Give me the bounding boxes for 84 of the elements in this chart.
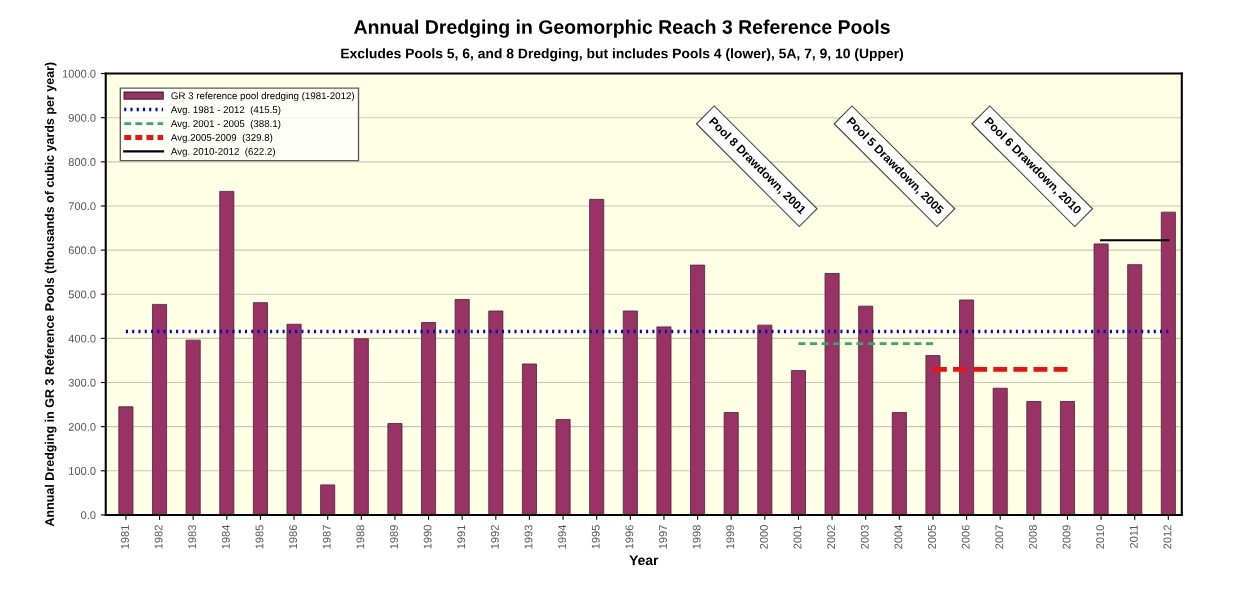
x-tick-label: 1990 [423,525,432,549]
x-tick-label: 2000 [759,525,768,549]
bar [858,305,874,515]
x-tick-label: 1988 [356,525,365,549]
x-tick-label: 1985 [255,525,264,549]
bar [622,310,638,515]
y-axis-title: Annual Dredging in GR 3 Reference Pools (thousands of cubic yards per year) [44,62,57,527]
bar [992,387,1008,515]
bar [252,302,268,515]
bar [1093,243,1109,515]
bar [521,363,537,515]
bar [757,324,773,515]
x-tick-label: 1989 [390,525,398,549]
y-tick-label: 0.0 [81,511,96,520]
y-tick-label: 700.0 [68,202,96,211]
legend-label: Avg.2005-2009 (329.8) [170,133,273,143]
bar [1127,264,1143,515]
bar [723,412,739,515]
legend-label: Avg. 2001 - 2005 (388.1) [170,119,281,129]
x-tick-label: 2008 [1028,525,1037,549]
bar [454,299,470,515]
x-tick-label: 2009 [1062,525,1071,549]
x-tick-label: 1996 [625,525,634,549]
x-tick-label: 2003 [860,525,869,549]
x-tick-label: 2011 [1129,525,1138,548]
x-tick-label: 1991 [457,525,466,549]
bar [959,299,975,515]
bar [824,273,840,515]
bar [185,339,201,515]
x-axis-title: Year [629,555,659,566]
x-tick-label: 2007 [995,525,1004,549]
y-tick-label: 1000.0 [62,69,96,78]
y-tick-label: 800.0 [68,158,96,166]
y-tick-label: 300.0 [68,378,96,387]
x-tick-label: 1995 [591,525,600,549]
x-tick-label: 1981 [121,525,129,549]
bar [1059,401,1075,515]
x-tick-label: 2005 [928,525,936,549]
x-tick-label: 1998 [692,525,701,549]
bar [286,323,302,515]
x-tick-label: 2004 [894,524,903,549]
x-tick-label: 1994 [558,524,567,549]
y-tick-label: 100.0 [69,467,96,475]
bar [1026,401,1042,515]
y-tick-label: 400.0 [68,334,96,343]
bar [152,303,168,515]
x-tick-label: 1984 [221,524,230,549]
x-tick-label: 1983 [188,525,197,549]
x-tick-label: 1986 [289,525,298,549]
legend-label: GR 3 reference pool dredging (1981-2012) [171,92,355,102]
bar [320,484,336,515]
bar [488,310,504,515]
x-tick-label: 1999 [726,525,735,549]
x-tick-label: 2001 [793,525,802,549]
bar [790,370,806,515]
chart-title: Annual Dredging in Geomorphic Reach 3 Reference Pools [354,19,890,38]
x-tick-label: 1982 [154,525,163,549]
y-tick-label: 200.0 [68,422,96,431]
y-tick-label: 600.0 [68,246,96,255]
bar [353,338,369,515]
bar [219,190,235,515]
bar [925,355,941,515]
x-tick-label: 1993 [524,525,533,549]
x-tick-label: 1992 [490,525,499,549]
bar [589,198,605,515]
bar [690,264,706,515]
y-tick-label: 500.0 [68,290,96,299]
bar [891,412,907,515]
bar [387,423,403,515]
bar [421,322,437,515]
x-tick-label: 2012 [1163,525,1172,549]
y-tick-label: 900.0 [68,113,96,122]
bar [656,326,672,515]
x-tick-label: 2006 [961,525,970,549]
x-tick-label: 1987 [322,525,331,549]
x-tick-label: 2002 [827,525,836,549]
bar [1160,211,1176,515]
chart-subtitle: Excludes Pools 5, 6, and 8 Dredging, but includes Pools 4 (lower), 5A, 7, 9, 10 (Upper) [341,48,904,62]
bar [555,419,571,515]
legend-label: Avg. 1981 - 2012 (415.5) [170,105,281,116]
x-tick-label: 1997 [659,525,667,549]
bar [118,406,134,515]
x-tick-label: 2010 [1096,525,1105,549]
legend-label: Avg. 2010-2012 (622.2) [170,147,275,157]
